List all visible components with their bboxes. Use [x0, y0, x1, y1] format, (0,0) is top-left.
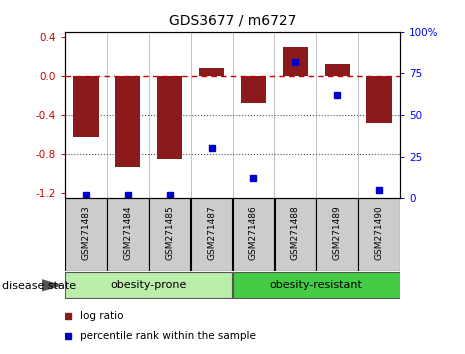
Text: disease state: disease state — [2, 281, 76, 291]
Text: GSM271484: GSM271484 — [123, 206, 133, 261]
Bar — [232, 198, 274, 271]
Text: GSM271489: GSM271489 — [332, 206, 342, 261]
Text: GSM271485: GSM271485 — [165, 206, 174, 261]
Bar — [115, 76, 140, 167]
Text: GSM271488: GSM271488 — [291, 206, 300, 261]
Bar — [157, 76, 182, 159]
Text: GSM271486: GSM271486 — [249, 206, 258, 261]
Bar — [241, 76, 266, 103]
Bar — [274, 198, 316, 271]
Bar — [358, 198, 400, 271]
Bar — [325, 64, 350, 76]
Bar — [283, 46, 308, 76]
Text: percentile rank within the sample: percentile rank within the sample — [80, 331, 256, 341]
Polygon shape — [42, 279, 63, 292]
Bar — [191, 198, 232, 271]
Bar — [199, 68, 224, 76]
Bar — [366, 76, 392, 123]
Bar — [316, 198, 358, 271]
Text: GSM271490: GSM271490 — [374, 206, 384, 261]
Title: GDS3677 / m6727: GDS3677 / m6727 — [169, 14, 296, 28]
Text: GSM271487: GSM271487 — [207, 206, 216, 261]
Bar — [65, 198, 107, 271]
Bar — [65, 272, 232, 298]
Bar — [232, 272, 400, 298]
Bar — [73, 76, 99, 137]
Bar — [149, 198, 191, 271]
Text: log ratio: log ratio — [80, 311, 124, 321]
Bar — [107, 198, 149, 271]
Text: GSM271483: GSM271483 — [81, 206, 91, 261]
Text: obesity-resistant: obesity-resistant — [270, 280, 363, 290]
Text: obesity-prone: obesity-prone — [111, 280, 187, 290]
